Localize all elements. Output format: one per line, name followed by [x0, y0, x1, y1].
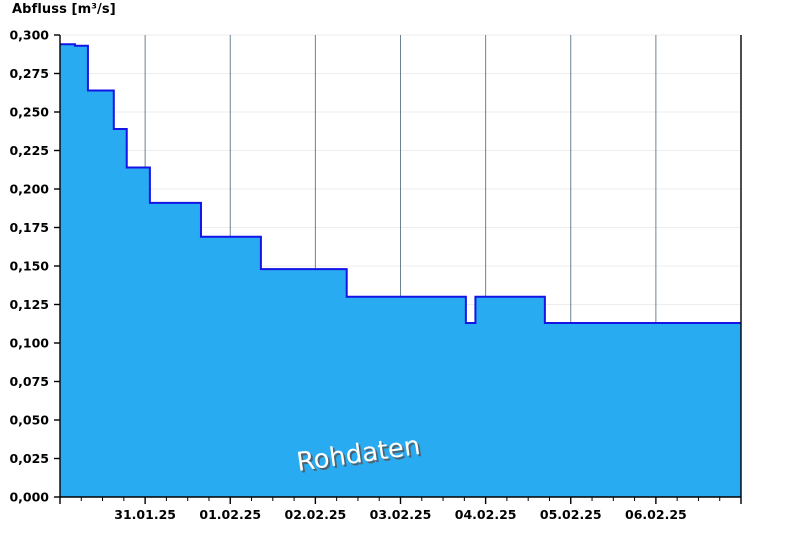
x-tick-label: 02.02.25 [285, 507, 347, 522]
y-tick-label: 0,050 [9, 413, 49, 428]
series-layer [60, 43, 741, 498]
y-tick-label: 0,250 [9, 105, 49, 120]
y-tick-label: 0,150 [9, 259, 49, 274]
series-line-rohdaten [60, 43, 741, 324]
y-axis-ticks: 0,300 0,275 0,250 0,225 0,200 0,175 0,150 0,125… [9, 28, 60, 505]
y-tick-label: 0,075 [9, 374, 49, 389]
y-tick-label: 0,300 [9, 28, 49, 43]
chart-title: Abfluss [m³/s] [12, 2, 116, 17]
x-tick-label: 04.02.25 [455, 507, 517, 522]
y-tick-label: 0,200 [9, 182, 49, 197]
x-axis-ticks: 31.01.25 01.02.25 02.02.25 03.02.25 04.02.25… [59, 497, 742, 522]
y-tick-label: 0,225 [9, 143, 49, 158]
x-tick-label: 06.02.25 [625, 507, 687, 522]
y-tick-label: 0,125 [9, 297, 49, 312]
x-tick-label: 05.02.25 [540, 507, 602, 522]
y-tick-label: 0,175 [9, 220, 49, 235]
series-area-rohdaten [60, 44, 741, 498]
y-tick-label: 0,000 [9, 490, 49, 505]
x-tick-label: 31.01.25 [114, 507, 176, 522]
y-tick-label: 0,100 [9, 336, 49, 351]
y-tick-label: 0,025 [9, 451, 49, 466]
y-tick-label: 0,275 [9, 66, 49, 81]
x-tick-label: 03.02.25 [370, 507, 432, 522]
x-tick-label: 01.02.25 [199, 507, 261, 522]
